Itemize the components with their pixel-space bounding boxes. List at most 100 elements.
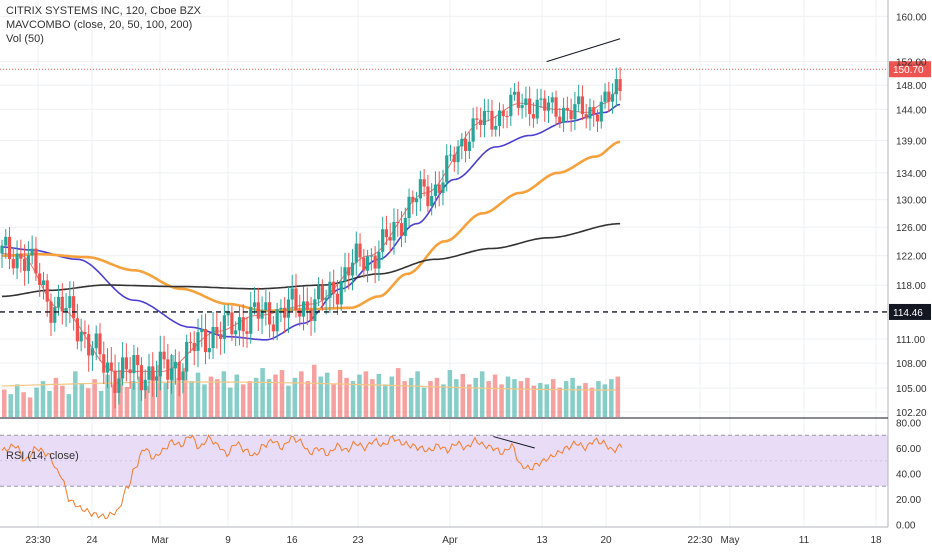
candle-body	[407, 196, 411, 219]
candle-body	[34, 248, 38, 274]
candle-body	[72, 296, 76, 319]
volume-bar	[247, 381, 252, 417]
rsi-tick-label: 40.00	[896, 470, 921, 481]
volume-bar	[383, 384, 388, 417]
candle-body	[53, 307, 57, 323]
candle-body	[105, 362, 110, 373]
volume-bar	[357, 374, 362, 417]
candle-body	[11, 259, 15, 269]
candle-body	[531, 114, 536, 119]
symbol-title: CITRIX SYSTEMS INC, 120, Cboe BZX	[6, 5, 202, 17]
candle-body	[154, 376, 159, 381]
candle-body	[535, 99, 539, 119]
x-tick-label: 23	[352, 535, 364, 546]
candle-body	[128, 369, 132, 374]
candle-body	[430, 195, 434, 207]
candle-body	[497, 110, 502, 126]
candle-body	[196, 332, 200, 351]
x-tick-label: 22:30	[687, 535, 712, 546]
x-tick-label: 24	[86, 535, 98, 546]
y-tick-label: 152.00	[896, 58, 927, 69]
candle-body	[90, 348, 95, 356]
candle-body	[577, 96, 581, 105]
candles	[0, 67, 622, 409]
volume-bar	[512, 379, 517, 417]
candle-body	[60, 296, 64, 312]
candle-body	[109, 362, 113, 371]
candle-body	[294, 288, 298, 310]
volume-bar	[2, 389, 7, 417]
candle-body	[49, 301, 53, 323]
level-tag	[889, 303, 931, 320]
candle-body	[98, 333, 102, 355]
candle-body	[610, 94, 615, 102]
candle-body	[166, 359, 170, 380]
candle-body	[516, 91, 520, 108]
candle-body	[230, 312, 234, 335]
volume-bar	[169, 355, 175, 417]
y-tick-label: 126.00	[896, 223, 927, 234]
candle-body	[539, 98, 543, 100]
candle-body	[200, 329, 204, 333]
candle-body	[599, 101, 603, 122]
volume-bar	[434, 377, 440, 417]
y-tick-label: 144.00	[896, 105, 927, 116]
candle-body	[388, 237, 392, 241]
candle-body	[354, 243, 358, 263]
candle-body	[275, 309, 279, 332]
volume-bar	[79, 383, 85, 417]
volume-bar	[66, 394, 72, 417]
candle-body	[486, 110, 490, 112]
volume-bar	[279, 370, 285, 417]
volume-bar	[479, 371, 485, 417]
candle-body	[554, 97, 558, 117]
candle-body	[588, 107, 592, 119]
candle-body	[467, 141, 471, 151]
candle-body	[301, 301, 306, 317]
volume-bar	[27, 397, 33, 417]
candle-body	[286, 299, 291, 318]
candle-body	[358, 243, 362, 258]
candle-body	[83, 331, 87, 335]
volume-bar	[228, 387, 233, 417]
candle-body	[580, 96, 585, 115]
y-tick-label: 130.00	[896, 196, 927, 207]
volume-bar	[260, 368, 265, 417]
candle-body	[399, 223, 404, 236]
candle-body	[448, 154, 453, 156]
volume-bar	[557, 387, 562, 417]
candle-body	[505, 116, 509, 118]
volume-bar	[563, 381, 569, 417]
candle-body	[403, 218, 407, 236]
candle-body	[471, 118, 475, 142]
y-tick-label: 148.00	[896, 81, 927, 92]
volume-bar	[208, 376, 214, 417]
candle-body	[211, 327, 215, 349]
candle-body	[64, 307, 68, 312]
rsi-trendline	[493, 436, 535, 449]
volume-bar	[98, 390, 104, 417]
candle-body	[528, 98, 532, 115]
candle-body	[320, 285, 324, 301]
candle-body	[414, 198, 419, 203]
volume-bar	[376, 373, 382, 417]
candle-body	[463, 138, 468, 151]
candle-body	[226, 312, 230, 316]
candle-body	[482, 110, 487, 126]
candle-body	[113, 370, 117, 393]
volume-bar	[14, 384, 20, 417]
candle-body	[271, 324, 275, 332]
y-tick-label: 111.00	[896, 335, 926, 346]
volume-bar	[350, 381, 356, 417]
candle-body	[30, 248, 34, 256]
volume-bar	[273, 374, 278, 417]
current-price-tag	[889, 61, 931, 78]
candle-body	[573, 104, 577, 120]
rsi-band-fill	[0, 435, 888, 487]
candle-body	[452, 154, 456, 163]
volume-bar	[421, 387, 427, 417]
candle-body	[543, 98, 547, 111]
candle-body	[79, 331, 83, 342]
candle-body	[328, 281, 332, 298]
